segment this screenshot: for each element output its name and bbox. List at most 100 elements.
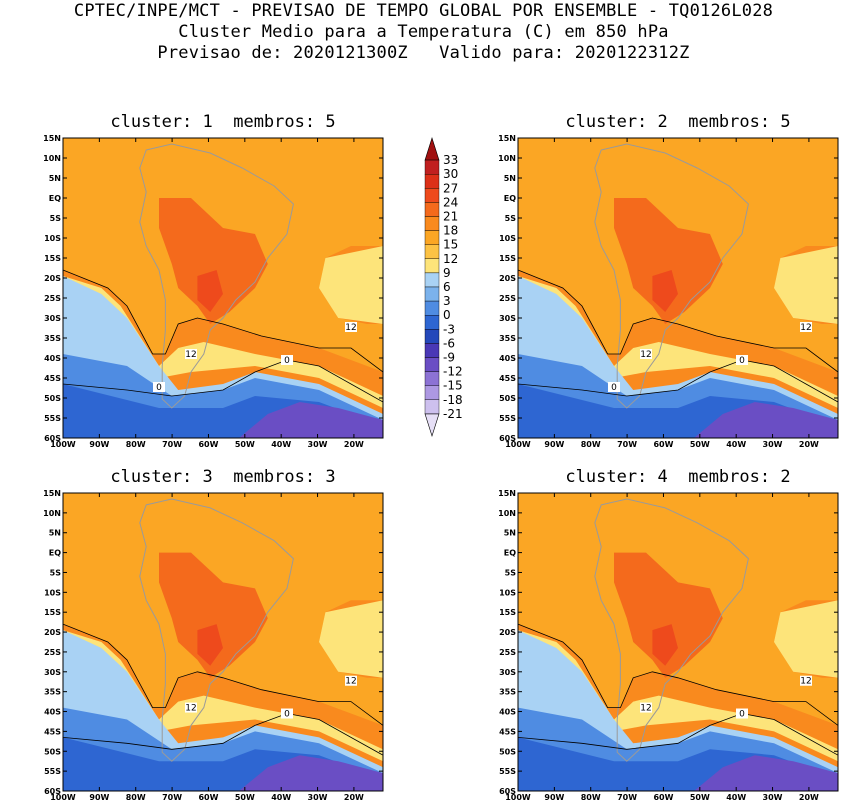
- contour-label: 0: [739, 356, 745, 366]
- lat-label: 45S: [499, 727, 516, 736]
- colorbar-bottom-arrow: [424, 413, 440, 437]
- field-24: [652, 270, 678, 312]
- contour-label-box: [281, 708, 293, 719]
- lat-label: EQ: [49, 549, 61, 558]
- lon-label: 30W: [763, 793, 783, 802]
- colorbar-label: 9: [443, 266, 451, 280]
- lat-label: 50S: [499, 394, 516, 403]
- lat-label: 10N: [43, 509, 61, 518]
- lon-label: 40W: [271, 440, 291, 449]
- field-21: [614, 198, 723, 324]
- contour-label-box: [153, 382, 165, 392]
- lat-label: 40S: [499, 708, 516, 717]
- lat-label: 15S: [499, 254, 516, 263]
- colorbar-swatch: [424, 399, 440, 415]
- lon-label: 90W: [89, 440, 109, 449]
- lat-label: 60S: [499, 434, 516, 443]
- lon-label: 80W: [126, 440, 146, 449]
- colorbar-swatch: [424, 385, 440, 401]
- lon-label: 70W: [162, 793, 182, 802]
- contour-label: 0: [284, 710, 290, 720]
- lat-label: 10S: [44, 588, 61, 597]
- coastline: [594, 143, 749, 409]
- lat-label: 40S: [44, 708, 61, 717]
- colorbar-swatch: [424, 357, 440, 372]
- colorbar-label: -6: [443, 336, 455, 350]
- contour-label-box: [345, 675, 357, 686]
- lat-label: 15N: [498, 134, 516, 143]
- contour-0: [517, 359, 839, 403]
- map-frame: [62, 137, 384, 439]
- contour-label-box: [185, 702, 197, 713]
- lat-label: 15N: [498, 489, 516, 498]
- contour-label: 0: [739, 710, 745, 720]
- field-21: [159, 198, 268, 324]
- lon-label: 30W: [308, 793, 328, 802]
- colorbar-swatch: [424, 230, 440, 245]
- field-neg9: [239, 755, 383, 791]
- lon-label: 100W: [50, 793, 76, 802]
- field-neg9: [694, 755, 838, 791]
- lon-label: 60W: [653, 793, 673, 802]
- lat-label: 15S: [44, 608, 61, 617]
- contour-label: 0: [284, 356, 290, 366]
- lat-label: 25S: [44, 648, 61, 657]
- lat-label: 10N: [498, 509, 516, 518]
- colorbar-label: 33: [443, 153, 458, 167]
- field-21: [159, 552, 268, 678]
- colorbar-swatch: [424, 188, 440, 203]
- lat-label: 55S: [44, 414, 61, 423]
- contour-label-box: [345, 322, 357, 332]
- figure-title-line3: Previsao de: 2020121300Z Valido para: 20…: [157, 43, 690, 63]
- contour-label: 0: [156, 383, 162, 393]
- lat-label: 5S: [50, 214, 62, 223]
- contour-0: [62, 359, 384, 403]
- panel-2-title: cluster: 2 membros: 5: [565, 112, 791, 132]
- colorbar-label: -18: [443, 393, 463, 407]
- colorbar-swatch: [424, 173, 440, 189]
- lat-label: 20S: [44, 628, 61, 637]
- lon-label: 50W: [235, 793, 255, 802]
- figure-title-line1: CPTEC/INPE/MCT - PREVISAO DE TEMPO GLOBA…: [73, 1, 774, 21]
- contour-label: 12: [345, 677, 356, 687]
- lat-label: 55S: [44, 767, 61, 776]
- colorbar-swatch: [424, 202, 440, 217]
- map-panel-2: 12 12 0 0 15N 10N 5N EQ 5S 10S 15S 20S 25S 30S 35S 40S 4…: [498, 134, 839, 449]
- lat-label: 55S: [499, 767, 516, 776]
- figure-title-line2: Cluster Medio para a Temperatura (C) em …: [178, 22, 669, 42]
- coastline: [139, 143, 294, 409]
- field-9: [63, 246, 383, 408]
- colorbar-swatch: [424, 272, 440, 288]
- lat-label: 55S: [499, 414, 516, 423]
- lat-label: EQ: [504, 549, 516, 558]
- lon-label: 20W: [344, 793, 364, 802]
- panel-4-title: cluster: 4 membros: 2: [565, 467, 791, 487]
- colorbar-label: 6: [443, 280, 451, 294]
- lat-label: 5S: [505, 214, 517, 223]
- lat-label: 40S: [44, 354, 61, 363]
- field-9: [518, 246, 838, 408]
- contour-label-box: [800, 322, 812, 332]
- colorbar-label: -3: [443, 322, 455, 336]
- lat-label: 35S: [44, 334, 61, 343]
- lon-label: 20W: [344, 440, 364, 449]
- lat-label: 30S: [499, 314, 516, 323]
- colorbar-swatch: [424, 216, 440, 231]
- colorbar-swatch: [424, 329, 440, 344]
- lat-label: 20S: [44, 274, 61, 283]
- contour-label: 0: [611, 383, 617, 393]
- lat-label: 5N: [49, 529, 61, 538]
- lon-label: 90W: [89, 793, 109, 802]
- lon-label: 70W: [617, 793, 637, 802]
- lat-label: 20S: [499, 274, 516, 283]
- map-frame: [62, 492, 384, 792]
- panel-3-title: cluster: 3 membros: 3: [110, 467, 336, 487]
- lat-label: 10N: [43, 154, 61, 163]
- lon-label: 70W: [162, 440, 182, 449]
- contour-label: 12: [185, 350, 196, 360]
- lon-label: 80W: [126, 793, 146, 802]
- coastline: [594, 498, 749, 762]
- lon-label: 70W: [617, 440, 637, 449]
- colorbar-swatch: [424, 159, 440, 175]
